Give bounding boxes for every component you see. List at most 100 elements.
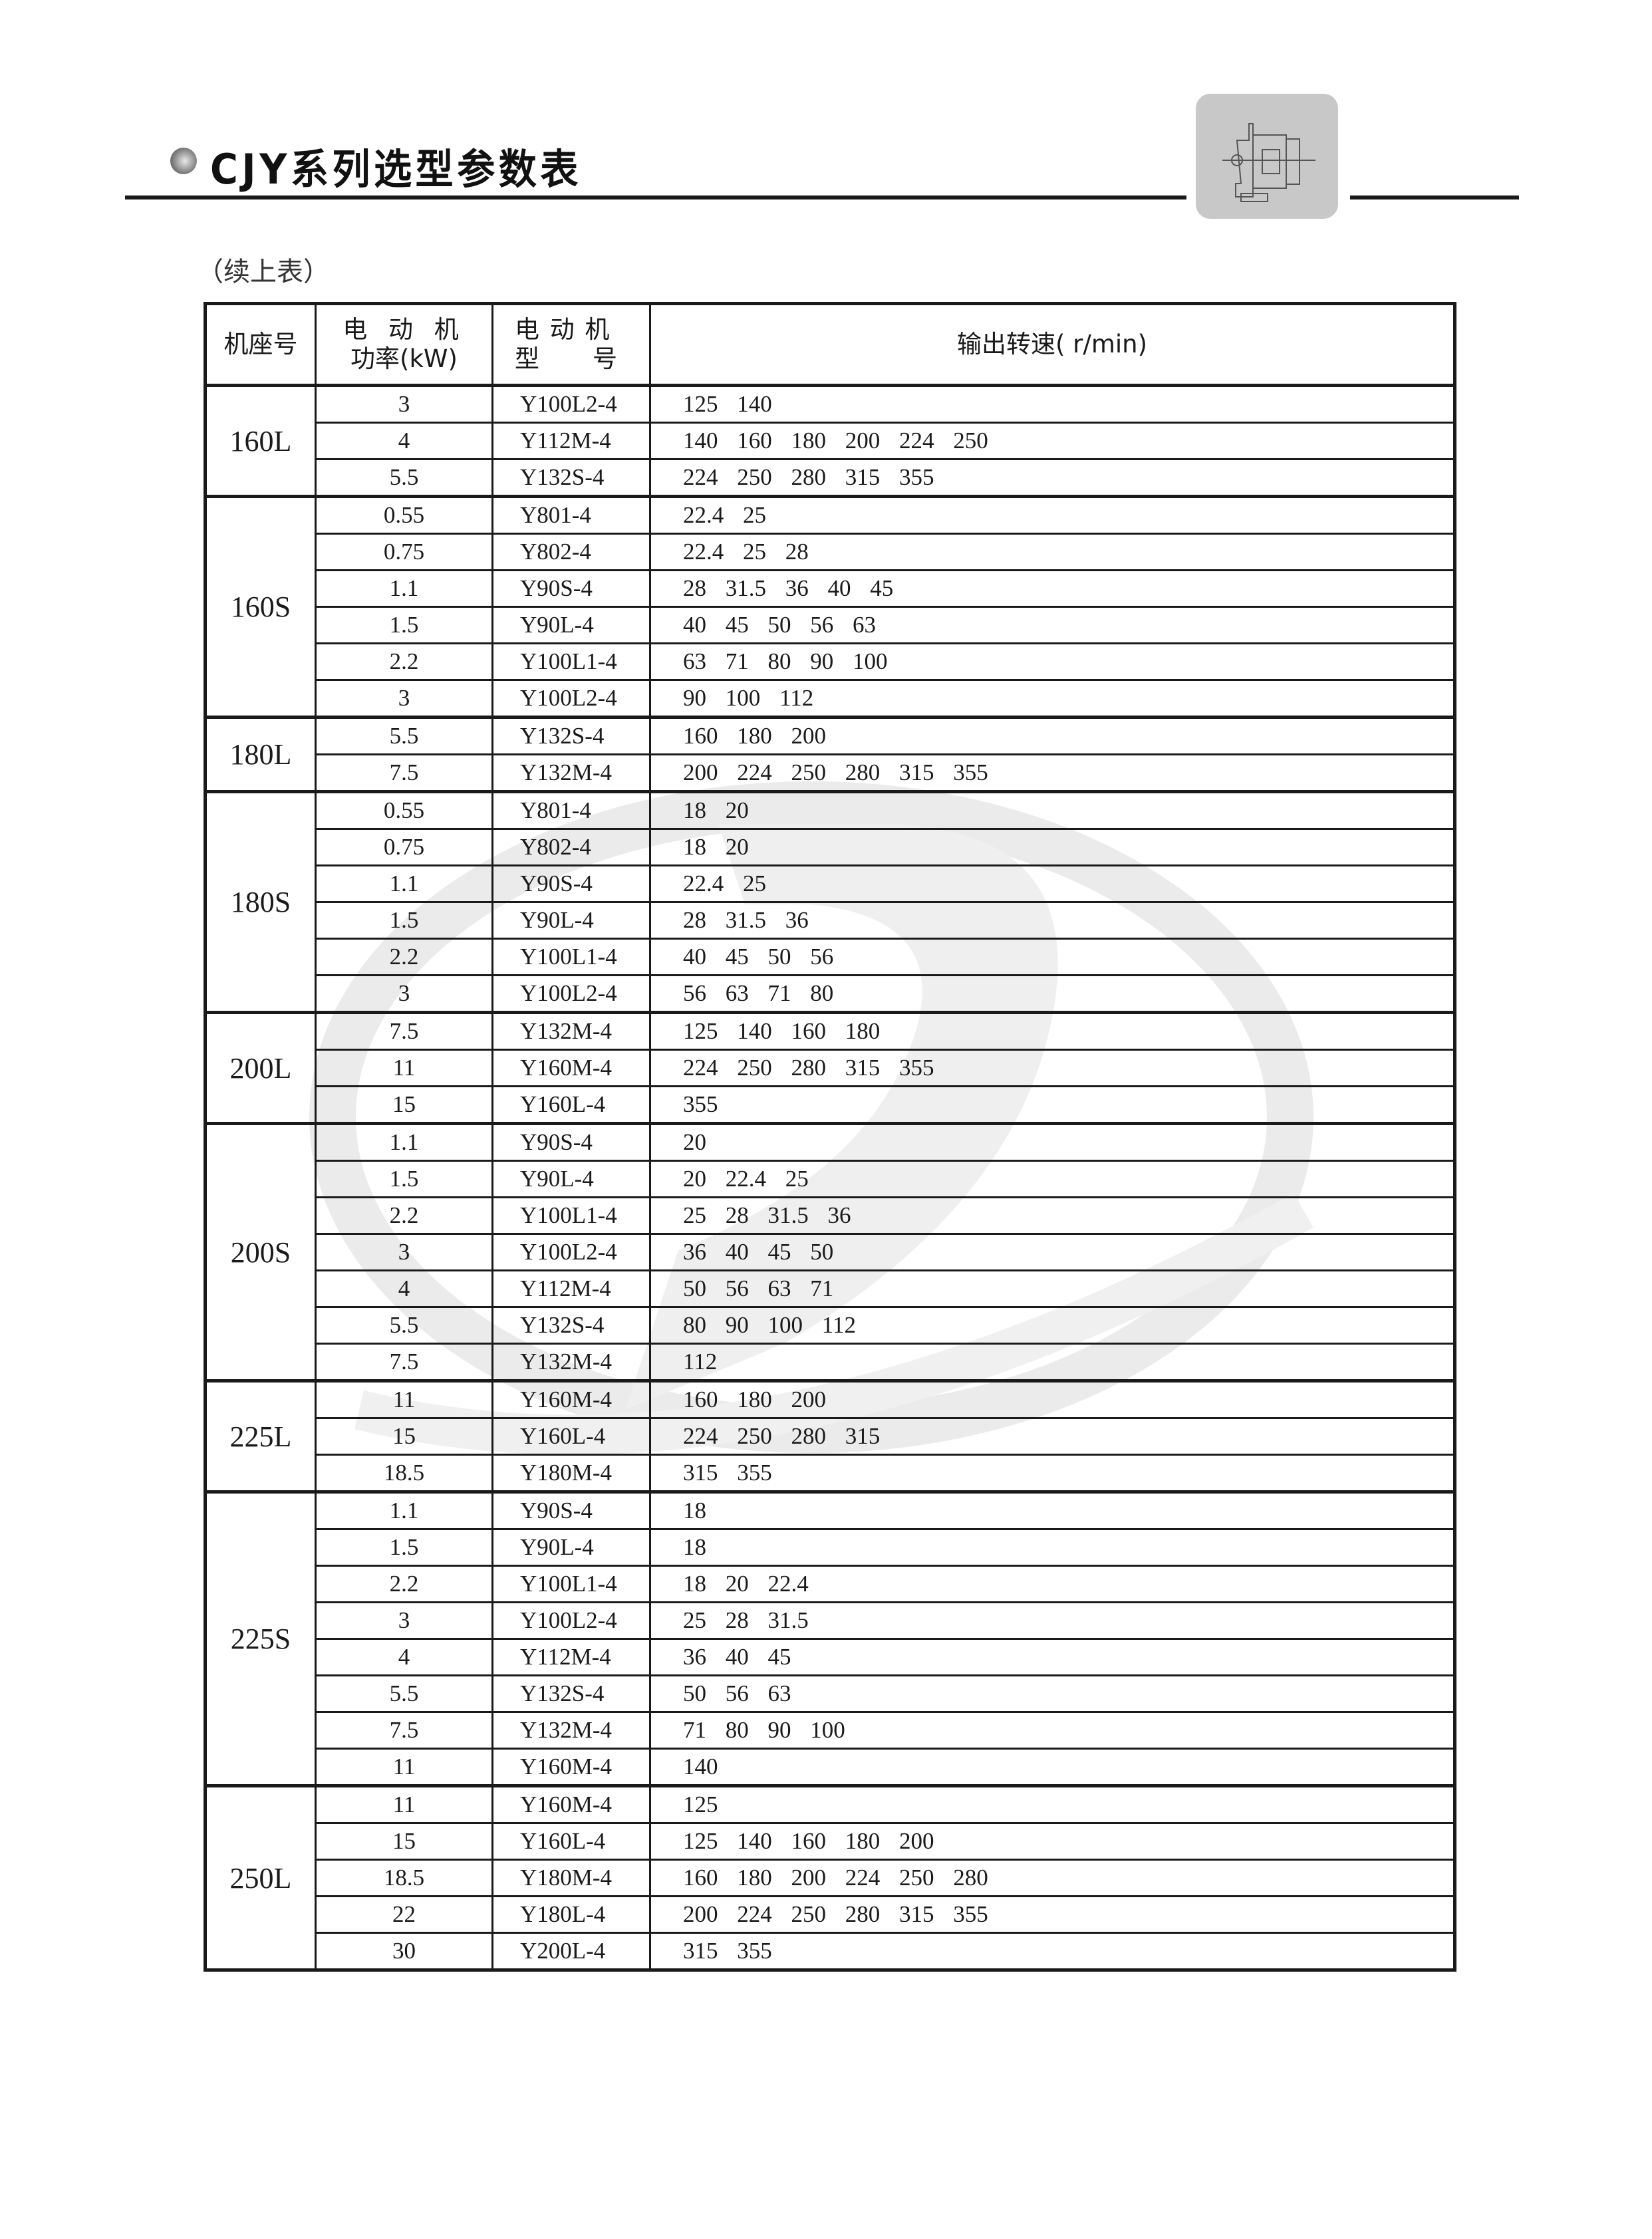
output-speed-cell: 18 20 22.4	[649, 1565, 1456, 1603]
motor-model-cell: Y160L-4	[491, 1417, 651, 1456]
motor-power-cell: 5.5	[315, 716, 493, 755]
motor-model-cell: Y801-4	[491, 790, 651, 830]
title-bullet-icon	[170, 148, 197, 174]
output-speed-cell: 160 180 200	[649, 716, 1456, 755]
motor-power-cell: 3	[315, 384, 493, 424]
table-row: 3 Y100L2-4 90 100 112	[206, 679, 1456, 718]
motor-power-cell: 1.5	[315, 1528, 493, 1567]
table-row: 1.5 Y90L-4 28 31.5 36	[206, 901, 1456, 940]
output-speed-cell: 125 140	[649, 384, 1456, 424]
header-model-line2: 型 号	[515, 344, 619, 373]
output-speed-cell: 125	[649, 1784, 1456, 1824]
motor-model-cell: Y132S-4	[491, 458, 651, 497]
motor-power-cell: 11	[315, 1049, 493, 1087]
motor-model-cell: Y90L-4	[491, 1160, 651, 1198]
motor-power-cell: 1.5	[315, 606, 493, 644]
motor-power-cell: 2.2	[315, 1196, 493, 1235]
motor-model-cell: Y100L2-4	[491, 384, 651, 424]
motor-model-cell: Y180M-4	[491, 1454, 651, 1493]
motor-power-cell: 5.5	[315, 1306, 493, 1345]
motor-model-cell: Y802-4	[491, 533, 651, 571]
frame-size-cell: 250L	[204, 1784, 317, 1971]
table-row: 4 Y112M-4 50 56 63 71	[206, 1269, 1456, 1308]
table-row: 30 Y200L-4 315 355	[206, 1932, 1456, 1971]
table-row: 5.5 Y132S-4 50 56 63	[206, 1674, 1456, 1713]
motor-power-cell: 1.1	[315, 569, 493, 608]
motor-power-cell: 1.1	[315, 1490, 493, 1530]
motor-power-cell: 0.75	[315, 828, 493, 866]
motor-power-cell: 30	[315, 1932, 493, 1971]
output-speed-cell: 40 45 50 56	[649, 938, 1456, 976]
table-row: 5.5 Y132S-4 80 90 100 112	[206, 1306, 1456, 1345]
motor-model-cell: Y100L1-4	[491, 1196, 651, 1235]
motor-power-cell: 18.5	[315, 1859, 493, 1897]
motor-power-cell: 15	[315, 1085, 493, 1124]
table-row: 18.5 Y180M-4 315 355	[206, 1454, 1456, 1493]
table-body: 160L 3 Y100L2-4 125 140 4 Y112M-4 140 160 180 …	[204, 384, 1456, 1971]
table-row: 15 Y160L-4 355	[206, 1085, 1456, 1124]
motor-model-cell: Y160M-4	[491, 1784, 651, 1824]
output-speed-cell: 18	[649, 1528, 1456, 1567]
output-speed-cell: 80 90 100 112	[649, 1306, 1456, 1345]
motor-power-cell: 3	[315, 1233, 493, 1271]
motor-power-cell: 1.5	[315, 1160, 493, 1198]
motor-model-cell: Y132M-4	[491, 1011, 651, 1051]
motor-model-cell: Y90S-4	[491, 1490, 651, 1530]
output-speed-cell: 224 250 280 315 355	[649, 1049, 1456, 1087]
output-speed-cell: 40 45 50 56 63	[649, 606, 1456, 644]
table-row: 1.5 Y90L-4 20 22.4 25	[206, 1160, 1456, 1198]
output-speed-cell: 22.4 25	[649, 864, 1456, 903]
motor-model-cell: Y100L2-4	[491, 679, 651, 718]
table-row: 15 Y160L-4 125 140 160 180 200	[206, 1822, 1456, 1861]
output-speed-cell: 140 160 180 200 224 250	[649, 422, 1456, 460]
motor-model-cell: Y100L2-4	[491, 1601, 651, 1640]
output-speed-cell: 315 355	[649, 1454, 1456, 1493]
output-speed-cell: 18 20	[649, 790, 1456, 830]
output-speed-cell: 160 180 200 224 250 280	[649, 1859, 1456, 1897]
output-speed-cell: 50 56 63 71	[649, 1269, 1456, 1308]
continued-note: （续上表）	[197, 257, 330, 287]
motor-model-cell: Y132S-4	[491, 1674, 651, 1713]
output-speed-cell: 36 40 45 50	[649, 1233, 1456, 1271]
table-row: 225S 1.1 Y90S-4 18	[204, 1490, 1456, 1787]
motor-power-cell: 2.2	[315, 642, 493, 681]
motor-power-cell: 0.55	[315, 495, 493, 535]
header-speed: 输出转速( r/min)	[649, 303, 1456, 386]
title-divider-right	[1350, 196, 1519, 199]
frame-size-cell: 200S	[204, 1122, 317, 1382]
motor-power-cell: 3	[315, 1601, 493, 1640]
table-row: 11 Y160M-4 224 250 280 315 355	[206, 1049, 1456, 1087]
table-row: 160L 3 Y100L2-4 125 140	[204, 384, 1456, 497]
motor-model-cell: Y112M-4	[491, 1269, 651, 1308]
frame-size-cell: 160S	[204, 495, 317, 718]
motor-model-cell: Y90L-4	[491, 1528, 651, 1567]
motor-model-cell: Y90S-4	[491, 569, 651, 608]
table-row: 1.1 Y90S-4 28 31.5 36 40 45	[206, 569, 1456, 608]
table-row: 22 Y180L-4 200 224 250 280 315 355	[206, 1895, 1456, 1934]
motor-power-cell: 5.5	[315, 458, 493, 497]
output-speed-cell: 63 71 80 90 100	[649, 642, 1456, 681]
motor-model-cell: Y801-4	[491, 495, 651, 535]
output-speed-cell: 20 22.4 25	[649, 1160, 1456, 1198]
motor-power-cell: 3	[315, 974, 493, 1013]
frame-size-cell: 200L	[204, 1011, 317, 1124]
output-speed-cell: 36 40 45	[649, 1638, 1456, 1676]
motor-model-cell: Y90L-4	[491, 606, 651, 644]
table-row: 3 Y100L2-4 56 63 71 80	[206, 974, 1456, 1013]
motor-power-cell: 0.75	[315, 533, 493, 571]
motor-model-cell: Y132M-4	[491, 753, 651, 793]
table-row: 15 Y160L-4 224 250 280 315	[206, 1417, 1456, 1456]
motor-power-cell: 7.5	[315, 1343, 493, 1382]
table-row: 1.5 Y90L-4 18	[206, 1528, 1456, 1567]
table-row: 180L 5.5 Y132S-4 160 180 200	[204, 716, 1456, 793]
output-speed-cell: 56 63 71 80	[649, 974, 1456, 1013]
table-row: 7.5 Y132M-4 112	[206, 1343, 1456, 1382]
table-row: 1.1 Y90S-4 22.4 25	[206, 864, 1456, 903]
motor-power-cell: 4	[315, 1269, 493, 1308]
output-speed-cell: 160 180 200	[649, 1379, 1456, 1419]
selection-parameter-table: 机座号 电 动 机 功率(kW) 电 动 机 型 号 输出转速( r/min) …	[204, 302, 1456, 1972]
table-row: 160S 0.55 Y801-4 22.4 25	[204, 495, 1456, 718]
table-row: 3 Y100L2-4 25 28 31.5	[206, 1601, 1456, 1640]
output-speed-cell: 18	[649, 1490, 1456, 1530]
header-power-line1: 电 动 机	[343, 315, 466, 344]
